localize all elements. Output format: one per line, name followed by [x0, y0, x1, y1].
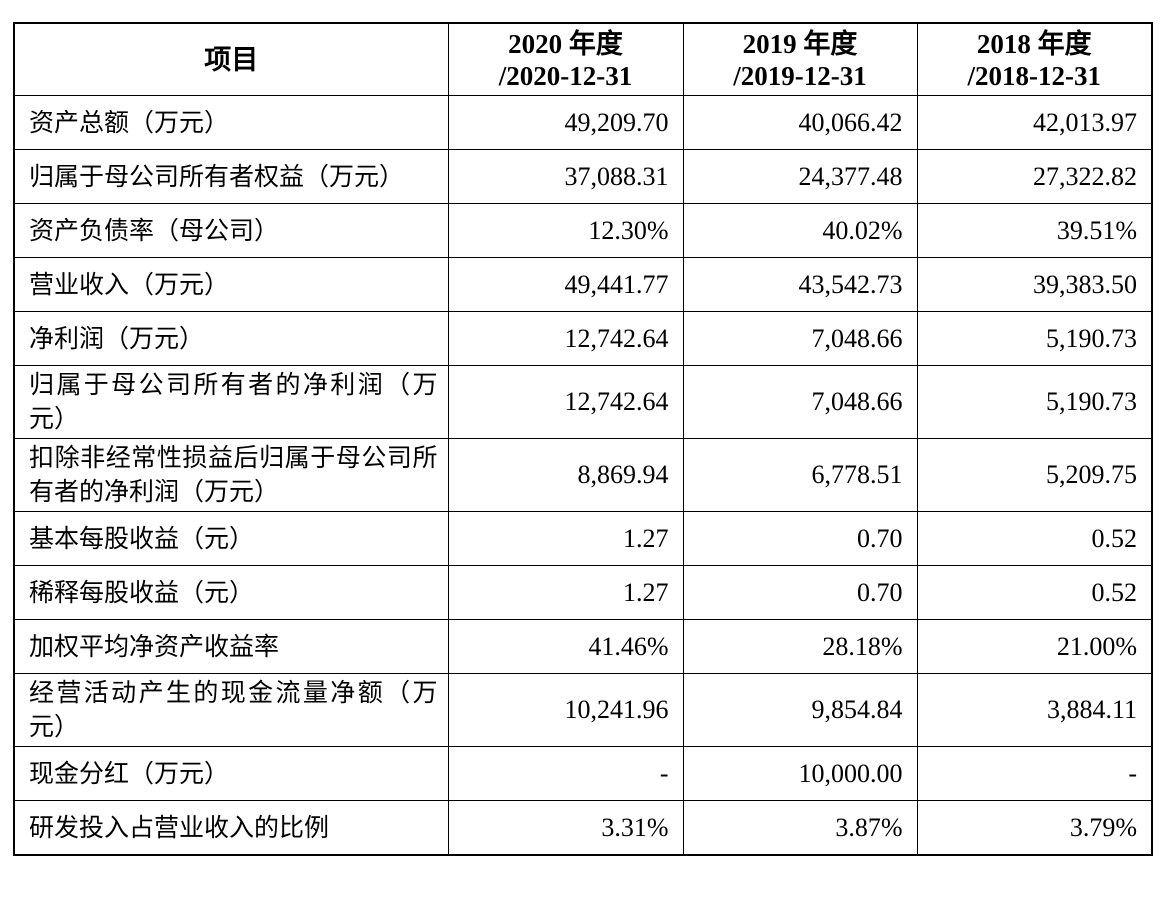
row-label: 归属于母公司所有者的净利润（万元） [13, 365, 449, 439]
cell-2020: 12.30% [447, 203, 684, 258]
header-2020-date: /2020-12-31 [498, 60, 633, 91]
cell-2020: 1.27 [447, 565, 684, 620]
cell-2019: 0.70 [682, 511, 918, 566]
table-row: 基本每股收益（元） 1.27 0.70 0.52 [13, 511, 1153, 566]
cell-2019: 6,778.51 [682, 438, 918, 512]
header-2018-date: /2018-12-31 [967, 60, 1101, 91]
row-label: 资产负债率（母公司） [13, 203, 449, 258]
cell-2019: 0.70 [682, 565, 918, 620]
header-item: 项目 [13, 22, 449, 96]
row-label: 研发投入占营业收入的比例 [13, 800, 449, 856]
cell-2018: 39.51% [916, 203, 1153, 258]
cell-2019: 40.02% [682, 203, 918, 258]
row-label: 资产总额（万元） [13, 95, 449, 150]
cell-2020: 49,209.70 [447, 95, 684, 150]
row-label: 稀释每股收益（元） [13, 565, 449, 620]
table-row: 扣除非经常性损益后归属于母公司所有者的净利润（万元） 8,869.94 6,77… [13, 438, 1153, 512]
header-2019-date: /2019-12-31 [733, 60, 867, 91]
row-label: 营业收入（万元） [13, 257, 449, 312]
cell-2020: 10,241.96 [447, 673, 684, 747]
table-row: 加权平均净资产收益率 41.46% 28.18% 21.00% [13, 619, 1153, 674]
financial-data-table: 项目 2020 年度 /2020-12-31 2019 年度 /2019-12-… [13, 22, 1153, 856]
cell-2018: 39,383.50 [916, 257, 1153, 312]
cell-2020: - [447, 746, 684, 801]
cell-2019: 10,000.00 [682, 746, 918, 801]
cell-2018: - [916, 746, 1153, 801]
table-row: 现金分红（万元） - 10,000.00 - [13, 746, 1153, 801]
table-row: 归属于母公司所有者的净利润（万元） 12,742.64 7,048.66 5,1… [13, 365, 1153, 439]
row-label: 现金分红（万元） [13, 746, 449, 801]
cell-2018: 5,190.73 [916, 365, 1153, 439]
header-2018: 2018 年度 /2018-12-31 [916, 22, 1153, 96]
header-2019: 2019 年度 /2019-12-31 [682, 22, 918, 96]
cell-2019: 9,854.84 [682, 673, 918, 747]
table-row: 经营活动产生的现金流量净额（万元） 10,241.96 9,854.84 3,8… [13, 673, 1153, 747]
cell-2020: 8,869.94 [447, 438, 684, 512]
table-row: 营业收入（万元） 49,441.77 43,542.73 39,383.50 [13, 257, 1153, 312]
table-row: 资产总额（万元） 49,209.70 40,066.42 42,013.97 [13, 95, 1153, 150]
header-2018-year: 2018 年度 [976, 28, 1092, 59]
cell-2019: 40,066.42 [682, 95, 918, 150]
cell-2018: 5,209.75 [916, 438, 1153, 512]
header-2020: 2020 年度 /2020-12-31 [447, 22, 684, 96]
cell-2018: 0.52 [916, 511, 1153, 566]
cell-2018: 27,322.82 [916, 149, 1153, 204]
cell-2020: 49,441.77 [447, 257, 684, 312]
table-row: 稀释每股收益（元） 1.27 0.70 0.52 [13, 565, 1153, 620]
row-label: 归属于母公司所有者权益（万元） [13, 149, 449, 204]
cell-2018: 0.52 [916, 565, 1153, 620]
cell-2020: 12,742.64 [447, 365, 684, 439]
cell-2018: 3.79% [916, 800, 1153, 856]
table-row: 净利润（万元） 12,742.64 7,048.66 5,190.73 [13, 311, 1153, 366]
header-2020-year: 2020 年度 [508, 28, 623, 59]
header-2019-year: 2019 年度 [742, 28, 858, 59]
cell-2018: 21.00% [916, 619, 1153, 674]
cell-2020: 1.27 [447, 511, 684, 566]
cell-2019: 28.18% [682, 619, 918, 674]
cell-2020: 41.46% [447, 619, 684, 674]
cell-2020: 37,088.31 [447, 149, 684, 204]
row-label: 扣除非经常性损益后归属于母公司所有者的净利润（万元） [13, 438, 449, 512]
cell-2019: 43,542.73 [682, 257, 918, 312]
cell-2018: 3,884.11 [916, 673, 1153, 747]
cell-2018: 5,190.73 [916, 311, 1153, 366]
row-label: 经营活动产生的现金流量净额（万元） [13, 673, 449, 747]
cell-2020: 3.31% [447, 800, 684, 856]
cell-2019: 24,377.48 [682, 149, 918, 204]
cell-2019: 7,048.66 [682, 365, 918, 439]
cell-2019: 7,048.66 [682, 311, 918, 366]
table-row: 资产负债率（母公司） 12.30% 40.02% 39.51% [13, 203, 1153, 258]
row-label: 净利润（万元） [13, 311, 449, 366]
table-row: 研发投入占营业收入的比例 3.31% 3.87% 3.79% [13, 800, 1153, 856]
table-row: 归属于母公司所有者权益（万元） 37,088.31 24,377.48 27,3… [13, 149, 1153, 204]
cell-2019: 3.87% [682, 800, 918, 856]
row-label: 基本每股收益（元） [13, 511, 449, 566]
cell-2020: 12,742.64 [447, 311, 684, 366]
table-header-row: 项目 2020 年度 /2020-12-31 2019 年度 /2019-12-… [13, 22, 1153, 96]
cell-2018: 42,013.97 [916, 95, 1153, 150]
row-label: 加权平均净资产收益率 [13, 619, 449, 674]
